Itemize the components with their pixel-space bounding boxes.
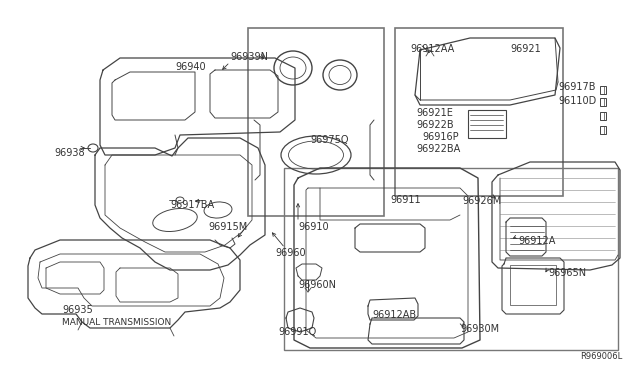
Bar: [600, 98, 606, 106]
Text: 96922B: 96922B: [416, 120, 454, 130]
Text: 96921E: 96921E: [416, 108, 453, 118]
Bar: [600, 112, 606, 120]
Text: 96975Q: 96975Q: [310, 135, 349, 145]
Bar: [510, 265, 556, 305]
Bar: [600, 126, 606, 134]
Text: MANUAL TRANSMISSION: MANUAL TRANSMISSION: [62, 318, 172, 327]
Text: 96911: 96911: [390, 195, 420, 205]
Text: 96965N: 96965N: [548, 268, 586, 278]
Text: 96930M: 96930M: [460, 324, 499, 334]
Bar: [468, 110, 506, 138]
Text: 96910: 96910: [298, 222, 328, 232]
Text: 96960N: 96960N: [298, 280, 336, 290]
Text: 96917B: 96917B: [558, 82, 595, 92]
Text: 96960: 96960: [275, 248, 306, 258]
Text: 96110D: 96110D: [558, 96, 596, 106]
Text: 96916P: 96916P: [422, 132, 459, 142]
Text: 96917BA: 96917BA: [170, 200, 214, 210]
Bar: [395, 28, 563, 196]
Text: 96912A: 96912A: [518, 236, 556, 246]
Text: 96939N: 96939N: [230, 52, 268, 62]
Text: 96921: 96921: [510, 44, 541, 54]
Bar: [600, 86, 606, 94]
Text: 96991Q: 96991Q: [278, 327, 316, 337]
Bar: [284, 168, 618, 350]
Text: 96912AA: 96912AA: [410, 44, 454, 54]
Text: R969006L: R969006L: [580, 352, 622, 361]
Bar: [248, 28, 384, 216]
Text: 96935: 96935: [62, 305, 93, 315]
Text: 96940: 96940: [175, 62, 205, 72]
Text: 96915M: 96915M: [208, 222, 247, 232]
Text: 96922BA: 96922BA: [416, 144, 460, 154]
Text: 96926M: 96926M: [462, 196, 501, 206]
Text: 96912AB: 96912AB: [372, 310, 416, 320]
Text: 96938: 96938: [54, 148, 84, 158]
